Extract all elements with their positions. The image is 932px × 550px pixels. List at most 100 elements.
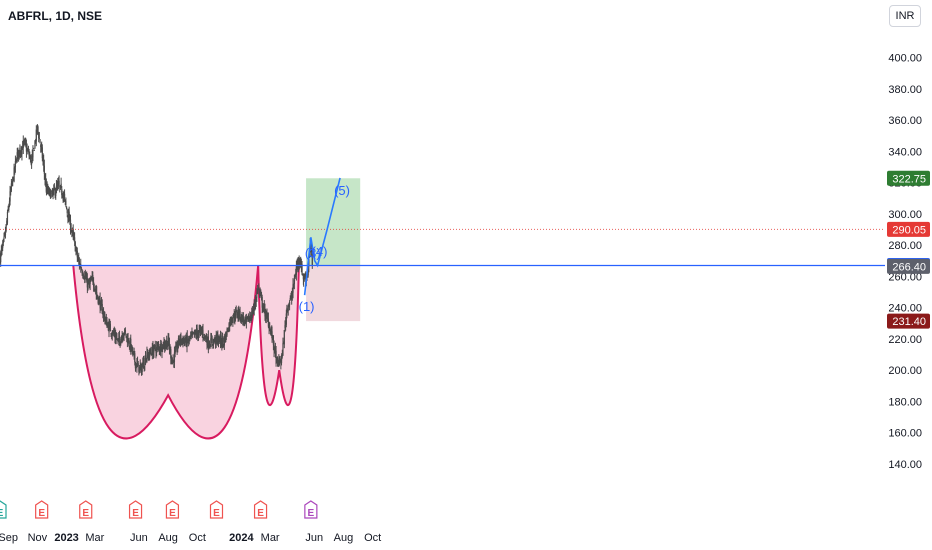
event-label: E	[169, 508, 176, 519]
candle-body	[217, 335, 219, 344]
event-marker-earnings[interactable]: E	[128, 500, 143, 519]
candle-body	[104, 316, 106, 322]
candle-body	[265, 314, 267, 318]
event-shape	[128, 500, 143, 519]
candle-body	[171, 362, 174, 364]
y-axis: 400.00380.00360.00340.00320.00300.00280.…	[888, 53, 922, 472]
candle-body	[155, 351, 157, 353]
candle-body	[28, 153, 30, 157]
candle-body	[92, 278, 94, 283]
event-marker-earnings[interactable]: E	[209, 500, 224, 519]
candle-body	[115, 335, 117, 340]
candle-body	[69, 218, 71, 223]
cup-fill	[73, 265, 259, 439]
candle-body	[223, 344, 225, 346]
price-badge	[887, 170, 930, 186]
candle-body	[173, 360, 175, 363]
candle-body	[176, 344, 178, 350]
candle-body	[136, 362, 138, 368]
candle-body	[256, 292, 258, 298]
candle-body	[19, 147, 21, 154]
candle-body	[32, 149, 34, 158]
candle-body	[66, 209, 68, 214]
candle-body	[29, 156, 32, 160]
candle-body	[12, 177, 15, 181]
candle-body	[183, 340, 185, 344]
candle-body	[270, 330, 272, 333]
x-tick-label: Sep	[0, 532, 18, 544]
candle-body	[152, 350, 154, 355]
candle-body	[237, 310, 239, 317]
candle-body	[132, 351, 135, 354]
candle-body	[62, 195, 64, 198]
candle-body	[269, 327, 271, 332]
event-marker-earnings[interactable]: E	[253, 500, 268, 519]
candle-body	[60, 183, 62, 187]
candle-body	[190, 335, 192, 337]
candle-body	[151, 346, 153, 355]
candle-body	[72, 234, 74, 236]
candle-body	[21, 147, 23, 155]
candle-body	[170, 349, 172, 359]
event-marker-earnings[interactable]: E	[35, 500, 49, 519]
candle-body	[261, 297, 263, 308]
candle-body	[54, 188, 56, 195]
event-marker-upcoming[interactable]: E	[304, 500, 318, 519]
candle-body	[292, 284, 294, 293]
candle-body	[31, 155, 33, 159]
candle-body	[59, 186, 61, 188]
candle-body	[48, 189, 50, 192]
candle-body	[185, 337, 187, 346]
candle-body	[171, 361, 173, 364]
price-badge-label: 290.05	[892, 224, 926, 236]
candle-body	[111, 334, 113, 336]
event-label: E	[213, 508, 220, 519]
y-tick-label: 180.00	[888, 396, 922, 408]
candle-body	[102, 312, 105, 316]
candle-body	[20, 150, 22, 153]
wave-label: (3)	[305, 246, 321, 261]
candle-body	[133, 352, 135, 355]
candle-body	[121, 336, 123, 339]
candle-body	[170, 357, 173, 362]
candle-body	[276, 357, 278, 361]
candle-body	[90, 279, 92, 281]
candle-body	[22, 146, 24, 150]
candle-body	[119, 339, 121, 344]
candle-body	[156, 345, 158, 348]
candle-body	[262, 308, 264, 310]
candle-body	[202, 329, 204, 337]
candles	[0, 124, 313, 376]
candle-body	[311, 249, 313, 256]
candle-body	[239, 310, 241, 319]
candle-body	[199, 328, 201, 330]
candle-body	[206, 338, 208, 346]
event-marker-earnings[interactable]: E	[79, 500, 93, 519]
candle-body	[76, 248, 78, 251]
candle-body	[225, 333, 227, 336]
candle-body	[257, 288, 259, 290]
candle-body	[34, 141, 36, 149]
candle-body	[161, 350, 163, 352]
candle-body	[88, 281, 90, 285]
event-marker-dividend[interactable]: E	[0, 500, 7, 519]
currency-button[interactable]: INR	[889, 5, 921, 27]
candle-body	[159, 349, 161, 351]
candle-body	[294, 277, 296, 279]
y-tick-label: 360.00	[888, 115, 922, 127]
candle-body	[130, 345, 133, 350]
candle-body	[74, 242, 76, 252]
candle-body	[311, 255, 313, 266]
candle-body	[53, 186, 56, 190]
candle-body	[300, 263, 302, 270]
candle-body	[142, 362, 144, 368]
candle-body	[128, 340, 130, 345]
candle-body	[27, 148, 30, 152]
candle-body	[236, 311, 238, 316]
candle-body	[214, 337, 216, 342]
candle-body	[297, 258, 300, 267]
candle-body	[192, 331, 194, 334]
event-marker-earnings[interactable]: E	[165, 500, 180, 519]
candle-body	[83, 278, 85, 280]
